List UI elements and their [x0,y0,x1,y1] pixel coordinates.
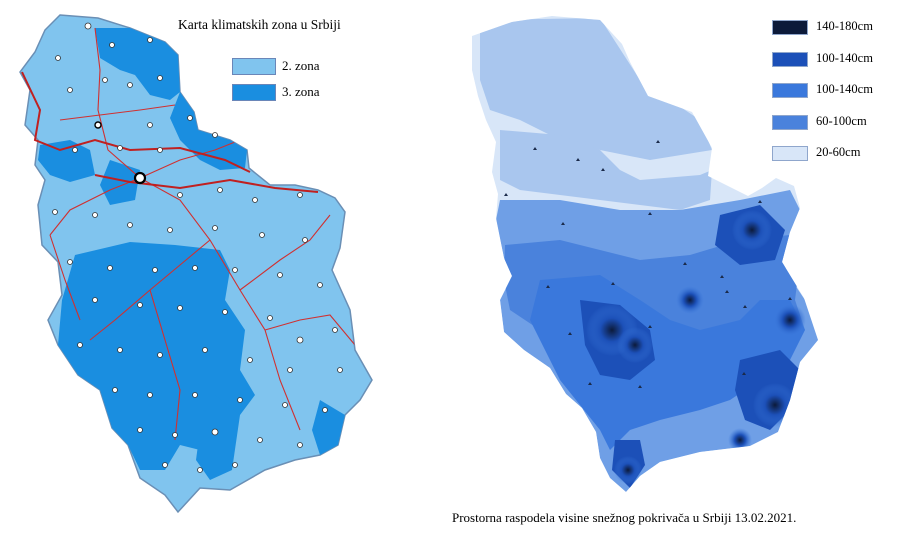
station-markers [504,140,792,388]
legend-label: 100-140cm [816,82,873,96]
province-border [21,71,319,193]
roads [49,27,356,441]
legend-swatch [232,58,276,75]
climate-zone-map [19,14,373,513]
legend-label: 140-180cm [816,19,873,33]
legend-label: 3. zona [282,84,320,99]
snow-depth-layers [480,18,818,492]
legend-label: 60-100cm [816,113,867,128]
legend-label: 100-140cm [816,50,873,65]
zone-3-regions [38,28,345,480]
snow-map-caption: Prostorna raspodela visine snežnog pokri… [452,510,797,525]
legend-swatch [772,51,808,67]
legend-swatch [772,83,808,98]
legend-swatch [772,114,808,130]
legend-swatch [772,146,808,161]
climate-map-title: Karta klimatskih zona u Srbiji [178,17,341,32]
legend-label: 20-60cm [816,145,861,159]
legend-label: 2. zona [282,58,320,73]
snow-depth-map [472,16,818,492]
legend-swatch [232,84,276,101]
city-markers [52,22,343,473]
legend-swatch [772,20,808,35]
